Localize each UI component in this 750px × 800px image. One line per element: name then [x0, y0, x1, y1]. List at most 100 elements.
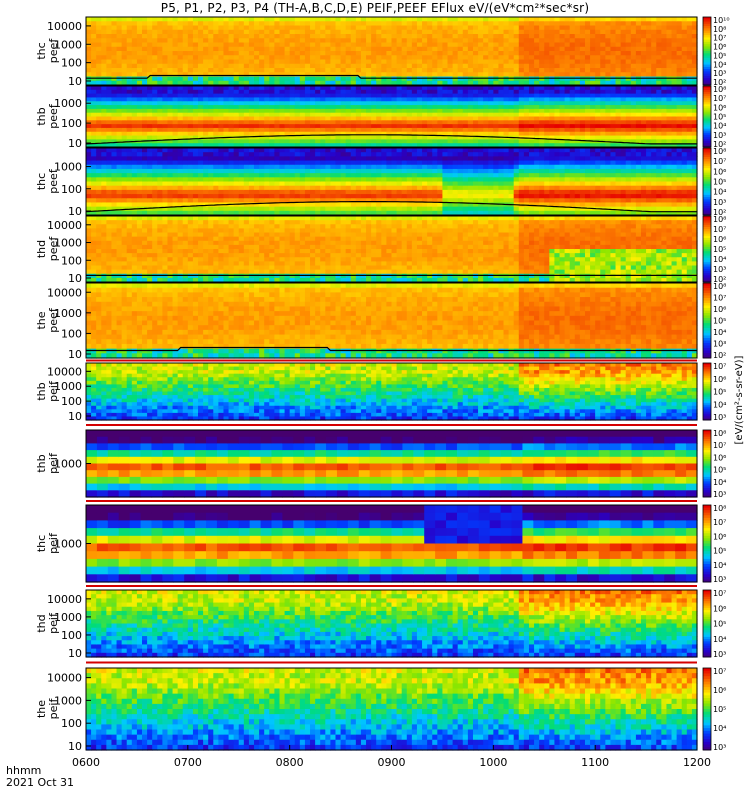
- heatmap-cell: [86, 55, 92, 61]
- heatmap-cell: [437, 97, 444, 102]
- heatmap-cell: [437, 59, 444, 65]
- heatmap-cell: [152, 139, 158, 144]
- heatmap-cell: [381, 25, 388, 31]
- heatmap-cell: [203, 25, 209, 31]
- heatmap-cell: [661, 80, 668, 86]
- heatmap-cell: [187, 160, 194, 166]
- heatmap-cell: [686, 25, 693, 31]
- heatmap-cell: [238, 185, 245, 191]
- heatmap-cell: [523, 59, 530, 65]
- heatmap-cell: [274, 108, 281, 114]
- heatmap-cell: [238, 206, 245, 212]
- heatmap-cell: [274, 202, 281, 208]
- heatmap-cell: [406, 202, 413, 208]
- heatmap-cell: [192, 177, 199, 183]
- heatmap-cell: [544, 55, 550, 61]
- heatmap-cell: [656, 72, 662, 78]
- heatmap-cell: [213, 164, 219, 170]
- heatmap-cell: [681, 25, 688, 31]
- heatmap-cell: [549, 46, 556, 52]
- heatmap-cell: [203, 72, 209, 78]
- heatmap-cell: [355, 189, 362, 195]
- heatmap-cell: [279, 181, 286, 187]
- heatmap-cell: [238, 76, 245, 82]
- heatmap-cell: [213, 86, 219, 91]
- heatmap-cell: [396, 29, 403, 35]
- heatmap-cell: [315, 93, 321, 99]
- heatmap-cell: [121, 173, 128, 178]
- heatmap-cell: [264, 124, 270, 129]
- heatmap-cell: [386, 21, 393, 27]
- heatmap-cell: [116, 86, 123, 91]
- heatmap-cell: [457, 105, 464, 110]
- heatmap-cell: [447, 29, 454, 35]
- heatmap-cell: [259, 181, 265, 187]
- heatmap-cell: [254, 34, 260, 39]
- heatmap-cell: [427, 86, 433, 91]
- heatmap-cell: [335, 38, 342, 44]
- heatmap-cell: [686, 120, 693, 125]
- heatmap-cell: [574, 72, 581, 78]
- heatmap-cell: [493, 59, 500, 65]
- heatmap-cell: [233, 202, 240, 208]
- heatmap-cell: [131, 164, 138, 170]
- heatmap-cell: [254, 97, 260, 102]
- heatmap-cell: [360, 135, 367, 140]
- colorbar-segment: [703, 116, 711, 120]
- heatmap-cell: [162, 76, 169, 82]
- heatmap-cell: [228, 173, 235, 178]
- heatmap-cell: [111, 25, 118, 31]
- heatmap-cell: [111, 46, 118, 52]
- heatmap-cell: [213, 185, 219, 191]
- heatmap-cell: [325, 86, 331, 91]
- heatmap-cell: [96, 108, 102, 114]
- heatmap-cell: [269, 143, 275, 148]
- heatmap-cell: [401, 194, 408, 199]
- heatmap-cell: [584, 135, 591, 140]
- heatmap-cell: [544, 101, 550, 106]
- heatmap-cell: [269, 25, 275, 31]
- heatmap-cell: [427, 80, 433, 86]
- heatmap-cell: [686, 55, 693, 61]
- heatmap-cell: [126, 143, 133, 148]
- heatmap-cell: [167, 101, 174, 106]
- heatmap-cell: [371, 148, 377, 153]
- heatmap-cell: [590, 93, 596, 99]
- heatmap-cell: [294, 177, 301, 183]
- heatmap-cell: [569, 143, 576, 148]
- heatmap-cell: [620, 112, 627, 118]
- heatmap-cell: [396, 210, 403, 216]
- heatmap-cell: [136, 124, 143, 129]
- heatmap-cell: [625, 143, 632, 148]
- heatmap-cell: [376, 101, 382, 106]
- heatmap-cell: [136, 105, 143, 110]
- heatmap-cell: [620, 127, 627, 133]
- heatmap-cell: [691, 80, 698, 86]
- heatmap-cell: [208, 160, 214, 166]
- heatmap-cell: [630, 108, 637, 114]
- heatmap-cell: [513, 124, 520, 129]
- heatmap-cell: [310, 189, 316, 195]
- heatmap-cell: [671, 143, 678, 148]
- heatmap-cell: [182, 160, 189, 166]
- heatmap-cell: [640, 63, 647, 69]
- heatmap-cell: [391, 101, 398, 106]
- heatmap-cell: [269, 17, 275, 22]
- heatmap-cell: [213, 105, 219, 110]
- heatmap-cell: [116, 29, 123, 35]
- heatmap-cell: [574, 131, 581, 137]
- heatmap-cell: [304, 93, 311, 99]
- heatmap-cell: [167, 17, 174, 22]
- heatmap-cell: [121, 34, 128, 39]
- heatmap-cell: [116, 101, 123, 106]
- heatmap-cell: [646, 86, 652, 91]
- heatmap-cell: [299, 173, 306, 178]
- heatmap-cell: [488, 63, 494, 69]
- heatmap-cell: [172, 89, 179, 95]
- heatmap-cell: [640, 105, 647, 110]
- heatmap-cell: [248, 152, 255, 157]
- heatmap-cell: [208, 131, 214, 137]
- heatmap-cell: [304, 124, 311, 129]
- heatmap-cell: [391, 120, 398, 125]
- heatmap-cell: [401, 131, 408, 137]
